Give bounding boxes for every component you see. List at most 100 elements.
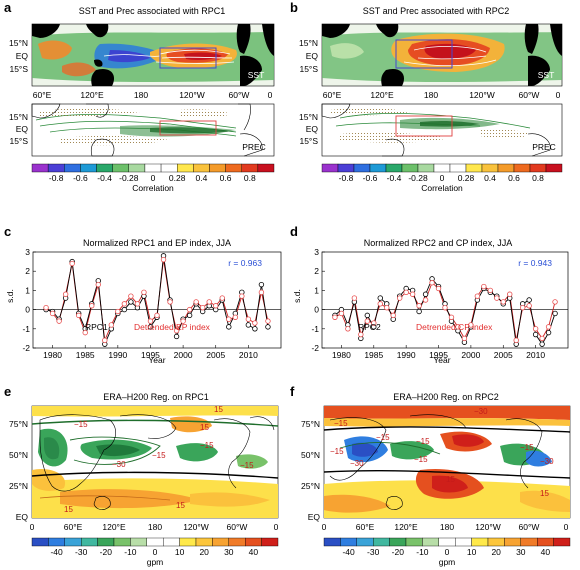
panel-e-contour-label-6: 15 <box>200 423 209 432</box>
panel-c-series-1-point-16 <box>147 318 154 324</box>
cbar-corr-a-swatch-10 <box>193 163 210 173</box>
panel-c-xtick-2: 1990 <box>108 350 127 360</box>
cbar-gpm-e-swatch-6 <box>130 537 147 547</box>
panel-a-prec-map: PREC <box>31 103 275 157</box>
panel-d-ytick-1: -1 <box>311 324 319 334</box>
panel-d-series-1-point-19 <box>455 324 461 330</box>
panel-b2-lat-15s: 15°S <box>299 136 318 146</box>
cbar-gpm-f-tick-5: 10 <box>467 547 477 557</box>
cbar-corr-a-swatch-2 <box>64 163 81 173</box>
panel-f-contour-label-4: −15 <box>330 447 344 456</box>
panel-d-series-1-point-15 <box>429 280 435 286</box>
panel-d-series-1-point-20 <box>461 335 468 342</box>
cbar-corr-b-swatch-7 <box>433 163 451 173</box>
panel-a-lat-15n: 15°N <box>9 38 28 48</box>
cbar-corr-a-swatch-1 <box>47 163 65 173</box>
panel-c-xlabel: Year <box>148 355 165 365</box>
cbar-gpm-f-swatch-4 <box>389 537 407 547</box>
cbar-gpm-e-swatch-0 <box>31 537 49 547</box>
colorbar-correlation-a: -0.8 -0.6 -0.4 -0.28 0 0.28 0.4 0.6 0.8 Correlati… <box>31 163 275 193</box>
panel-d-series-1-point-5 <box>364 318 371 324</box>
panel-a-lon-180: 180 <box>134 90 148 100</box>
panel-d-series-0-point-7 <box>377 295 383 301</box>
panel-b-lon-0: 0 <box>556 90 561 100</box>
cbar-gpm-e-swatch-5 <box>113 537 131 547</box>
panel-d-ytick-5: 3 <box>314 247 319 257</box>
cbar-corr-b-swatch-5 <box>401 163 419 173</box>
panel-d-series-1-point-29 <box>519 304 526 311</box>
panel-a-lon-60e: 60°E <box>33 90 52 100</box>
cbar-corr-b-tick-0: -0.8 <box>339 173 354 183</box>
panel-b-title: SST and Prec associated with RPC2 <box>363 6 509 16</box>
cbar-corr-a-label: Correlation <box>132 183 174 193</box>
panel-f-contour-label-3: −15 <box>376 433 390 442</box>
cbar-gpm-f-tick-1: -30 <box>367 547 380 557</box>
panel-c-series-1-point-10 <box>108 322 115 328</box>
panel-c-series-1-point-15 <box>141 289 147 296</box>
cbar-gpm-f-swatch-11 <box>504 537 521 547</box>
panel-d-xlabel: Year <box>433 355 450 365</box>
panel-f-lon-60e: 60°E <box>356 522 375 532</box>
panel-d-series-0-point-14 <box>422 291 429 297</box>
panel-f-contour-label-10: −30 <box>540 457 554 466</box>
cbar-gpm-e-swatch-13 <box>244 537 262 547</box>
panel-c-series-1-point-4 <box>69 260 75 267</box>
panel-c-series-1-point-11 <box>115 308 121 315</box>
cbar-corr-b-swatch-9 <box>465 163 483 173</box>
cbar-gpm-f-tick-0: -40 <box>342 547 355 557</box>
panel-f-lat-25n: 25°N <box>301 481 320 491</box>
cbar-corr-a-tick-7: 0.6 <box>220 173 232 183</box>
panel-b-lat-15s: 15°S <box>299 64 318 74</box>
panel-label-c: c <box>4 224 11 239</box>
panel-d-series2-label: Detrended CP index <box>416 322 493 332</box>
panel-d-series-0-point-32 <box>539 341 545 347</box>
cbar-gpm-f-swatch-9 <box>471 537 489 547</box>
panel-a: a SST and Prec associated with RPC1 <box>4 0 275 157</box>
cbar-corr-a-swatch-0 <box>31 163 49 173</box>
panel-label-a: a <box>4 0 12 15</box>
panel-f-contour-label-9: −15 <box>520 443 534 452</box>
cbar-corr-b-tick-5: 0.28 <box>458 173 475 183</box>
cbar-gpm-e-swatch-1 <box>48 537 66 547</box>
panel-c: c Normalized RPC1 and EP index, JJA -2 -1… <box>4 224 282 365</box>
cbar-corr-a-tick-0: -0.8 <box>49 173 64 183</box>
panel-c-series-1-point-9 <box>102 337 108 344</box>
panel-e-contour-label-2: −15 <box>74 420 88 429</box>
cbar-corr-a-swatch-6 <box>128 163 146 173</box>
cbar-corr-b-swatch-11 <box>497 163 515 173</box>
panel-b-lat-eq: EQ <box>306 51 319 61</box>
cbar-gpm-f-swatch-10 <box>487 537 505 547</box>
panel-e-lon-0a: 0 <box>30 522 35 532</box>
panel-e-lon-60w: 60°W <box>227 522 248 532</box>
cbar-gpm-e-label: gpm <box>147 557 164 567</box>
panel-c-series-1-point-1 <box>49 310 56 317</box>
cbar-corr-a-tick-1: -0.6 <box>73 173 88 183</box>
panel-e-contour-label-9: 15 <box>176 501 185 510</box>
cbar-corr-a-tick-2: -0.4 <box>97 173 112 183</box>
panel-c-series-1-point-13 <box>128 293 134 299</box>
colorbar-gpm-e: -40 -30 -20 -10 0 10 20 30 40 gpm <box>31 537 279 567</box>
panel-d-series-0-point-30 <box>526 297 532 303</box>
cbar-gpm-e-tick-6: 20 <box>199 547 209 557</box>
panel-c-series-1-point-17 <box>154 312 160 319</box>
cbar-gpm-f-swatch-14 <box>553 537 571 547</box>
cbar-corr-a-swatch-7 <box>144 163 162 173</box>
cbar-gpm-f-tick-2: -20 <box>392 547 405 557</box>
panel-d-series-1-point-11 <box>403 289 409 296</box>
panel-e-lon-120e: 120°E <box>102 522 126 532</box>
panel-d: d Normalized RPC2 and CP index, JJA -2 -1… <box>290 224 569 365</box>
panel-e-map: 15 −15 −30 −15 −15 15 −15 15 15 <box>31 405 279 519</box>
cbar-gpm-e-swatch-2 <box>64 537 82 547</box>
panel-c-series-1-point-14 <box>134 301 141 307</box>
panel-a-lon-0: 0 <box>268 90 273 100</box>
cbar-corr-b-tick-1: -0.6 <box>363 173 378 183</box>
cbar-corr-b-swatch-2 <box>353 163 371 173</box>
panel-c-series-1-point-24 <box>199 304 206 311</box>
panel-e-contour-label-1: 15 <box>214 405 223 414</box>
cbar-gpm-e-tick-7: 30 <box>224 547 234 557</box>
cbar-gpm-f-label: gpm <box>439 557 456 567</box>
panel-e-lon-180: 180 <box>148 522 162 532</box>
cbar-corr-a-tick-6: 0.4 <box>195 173 207 183</box>
panel-e-lat-75n: 75°N <box>9 419 28 429</box>
panel-d-series-1-point-6 <box>371 320 377 326</box>
